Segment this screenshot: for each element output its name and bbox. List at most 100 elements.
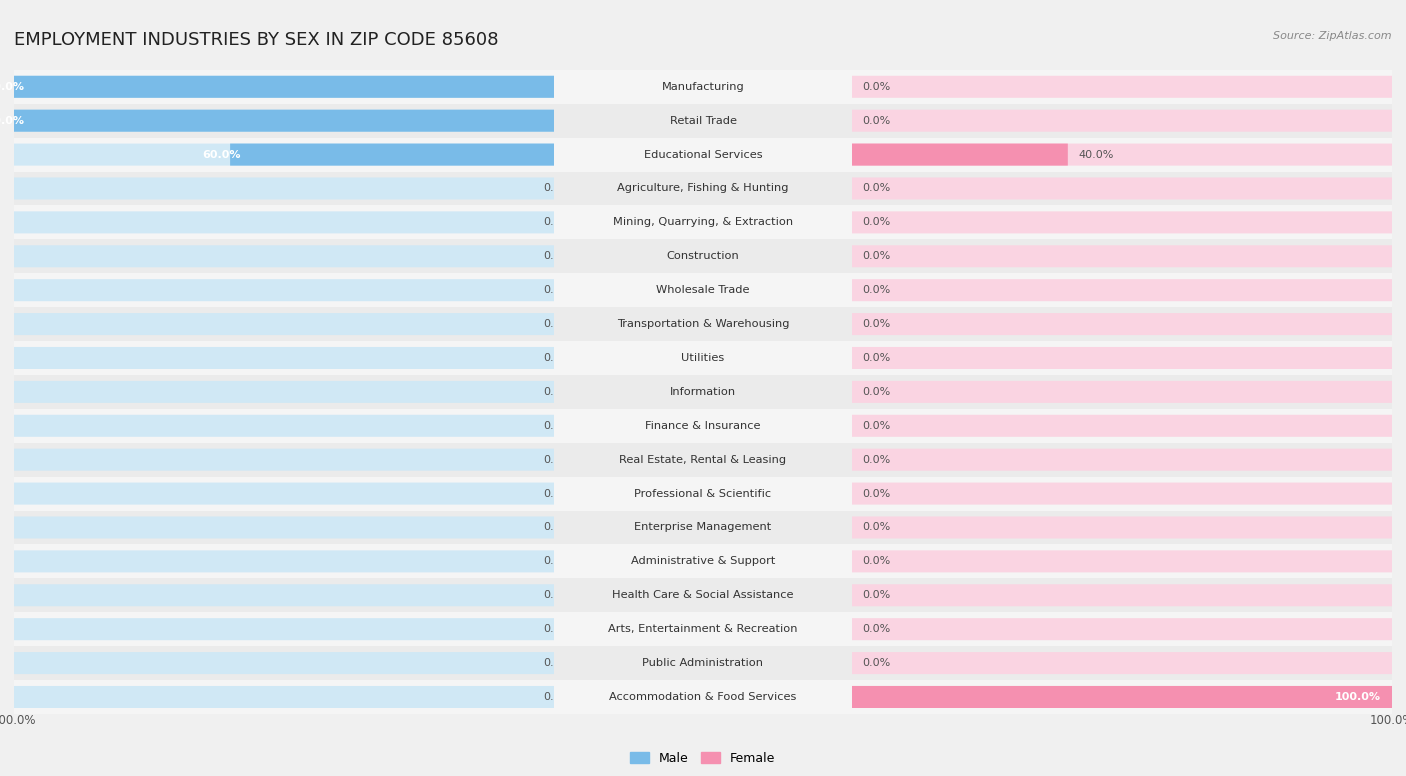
FancyBboxPatch shape bbox=[14, 686, 554, 708]
Text: 0.0%: 0.0% bbox=[544, 658, 572, 668]
FancyBboxPatch shape bbox=[14, 245, 554, 267]
Text: Public Administration: Public Administration bbox=[643, 658, 763, 668]
Bar bbox=[14, 307, 554, 341]
Text: 0.0%: 0.0% bbox=[862, 624, 890, 634]
Text: Real Estate, Rental & Leasing: Real Estate, Rental & Leasing bbox=[620, 455, 786, 465]
FancyBboxPatch shape bbox=[852, 652, 1392, 674]
Bar bbox=[14, 137, 554, 171]
Text: Manufacturing: Manufacturing bbox=[662, 81, 744, 92]
Text: 0.0%: 0.0% bbox=[544, 286, 572, 295]
Bar bbox=[852, 341, 1392, 375]
FancyBboxPatch shape bbox=[852, 313, 1392, 335]
Bar bbox=[852, 680, 1392, 714]
Text: 0.0%: 0.0% bbox=[544, 489, 572, 498]
FancyBboxPatch shape bbox=[14, 178, 554, 199]
Bar bbox=[852, 171, 1392, 206]
Text: Accommodation & Food Services: Accommodation & Food Services bbox=[609, 692, 797, 702]
Text: Arts, Entertainment & Recreation: Arts, Entertainment & Recreation bbox=[609, 624, 797, 634]
Bar bbox=[14, 273, 554, 307]
Bar bbox=[852, 443, 1392, 476]
Bar bbox=[14, 341, 554, 375]
Bar bbox=[852, 273, 1392, 307]
Text: 0.0%: 0.0% bbox=[862, 183, 890, 193]
Text: Wholesale Trade: Wholesale Trade bbox=[657, 286, 749, 295]
Text: 100.0%: 100.0% bbox=[0, 81, 25, 92]
Text: 100.0%: 100.0% bbox=[0, 116, 25, 126]
Text: 0.0%: 0.0% bbox=[862, 658, 890, 668]
Text: Mining, Quarrying, & Extraction: Mining, Quarrying, & Extraction bbox=[613, 217, 793, 227]
Bar bbox=[852, 104, 1392, 137]
FancyBboxPatch shape bbox=[14, 550, 554, 573]
FancyBboxPatch shape bbox=[14, 76, 554, 98]
FancyBboxPatch shape bbox=[852, 109, 1392, 132]
Bar bbox=[852, 476, 1392, 511]
Bar bbox=[554, 612, 852, 646]
Text: Finance & Insurance: Finance & Insurance bbox=[645, 421, 761, 431]
FancyBboxPatch shape bbox=[14, 584, 554, 606]
Text: 0.0%: 0.0% bbox=[544, 556, 572, 566]
Bar bbox=[14, 70, 554, 104]
Bar bbox=[554, 443, 852, 476]
FancyBboxPatch shape bbox=[852, 686, 1392, 708]
Text: 0.0%: 0.0% bbox=[544, 522, 572, 532]
Bar bbox=[554, 70, 852, 104]
FancyBboxPatch shape bbox=[852, 279, 1392, 301]
FancyBboxPatch shape bbox=[14, 144, 554, 165]
Bar bbox=[554, 545, 852, 578]
FancyBboxPatch shape bbox=[14, 279, 554, 301]
Bar bbox=[14, 612, 554, 646]
Bar bbox=[14, 646, 554, 680]
FancyBboxPatch shape bbox=[852, 245, 1392, 267]
Bar bbox=[554, 476, 852, 511]
FancyBboxPatch shape bbox=[852, 483, 1392, 504]
Bar bbox=[852, 545, 1392, 578]
Bar bbox=[14, 409, 554, 443]
FancyBboxPatch shape bbox=[852, 414, 1392, 437]
Bar bbox=[14, 680, 554, 714]
Text: 0.0%: 0.0% bbox=[862, 387, 890, 397]
Text: 0.0%: 0.0% bbox=[544, 591, 572, 601]
Text: 0.0%: 0.0% bbox=[862, 286, 890, 295]
Bar bbox=[14, 375, 554, 409]
Text: 0.0%: 0.0% bbox=[544, 692, 572, 702]
Bar bbox=[14, 104, 554, 137]
Bar bbox=[554, 171, 852, 206]
Text: 0.0%: 0.0% bbox=[862, 455, 890, 465]
FancyBboxPatch shape bbox=[852, 144, 1392, 165]
Bar bbox=[554, 680, 852, 714]
Bar bbox=[852, 646, 1392, 680]
Bar bbox=[14, 476, 554, 511]
Bar bbox=[852, 307, 1392, 341]
Text: Enterprise Management: Enterprise Management bbox=[634, 522, 772, 532]
Bar bbox=[14, 578, 554, 612]
Bar bbox=[852, 578, 1392, 612]
Text: 0.0%: 0.0% bbox=[544, 319, 572, 329]
Text: EMPLOYMENT INDUSTRIES BY SEX IN ZIP CODE 85608: EMPLOYMENT INDUSTRIES BY SEX IN ZIP CODE… bbox=[14, 31, 499, 49]
Text: Agriculture, Fishing & Hunting: Agriculture, Fishing & Hunting bbox=[617, 183, 789, 193]
Text: 100.0%: 100.0% bbox=[0, 714, 37, 727]
FancyBboxPatch shape bbox=[14, 449, 554, 471]
Bar bbox=[852, 375, 1392, 409]
Bar bbox=[554, 307, 852, 341]
Legend: Male, Female: Male, Female bbox=[626, 747, 780, 770]
Text: 0.0%: 0.0% bbox=[862, 556, 890, 566]
Bar bbox=[554, 206, 852, 239]
Text: 0.0%: 0.0% bbox=[862, 251, 890, 262]
Bar bbox=[14, 171, 554, 206]
Text: Utilities: Utilities bbox=[682, 353, 724, 363]
Bar bbox=[554, 646, 852, 680]
Text: 0.0%: 0.0% bbox=[544, 217, 572, 227]
Bar bbox=[14, 443, 554, 476]
Text: 0.0%: 0.0% bbox=[862, 319, 890, 329]
FancyBboxPatch shape bbox=[14, 483, 554, 504]
FancyBboxPatch shape bbox=[852, 584, 1392, 606]
FancyBboxPatch shape bbox=[14, 347, 554, 369]
Text: 0.0%: 0.0% bbox=[862, 353, 890, 363]
Text: 0.0%: 0.0% bbox=[862, 489, 890, 498]
Text: Source: ZipAtlas.com: Source: ZipAtlas.com bbox=[1274, 31, 1392, 41]
Text: Retail Trade: Retail Trade bbox=[669, 116, 737, 126]
FancyBboxPatch shape bbox=[852, 347, 1392, 369]
FancyBboxPatch shape bbox=[14, 618, 554, 640]
Bar bbox=[554, 137, 852, 171]
FancyBboxPatch shape bbox=[14, 381, 554, 403]
